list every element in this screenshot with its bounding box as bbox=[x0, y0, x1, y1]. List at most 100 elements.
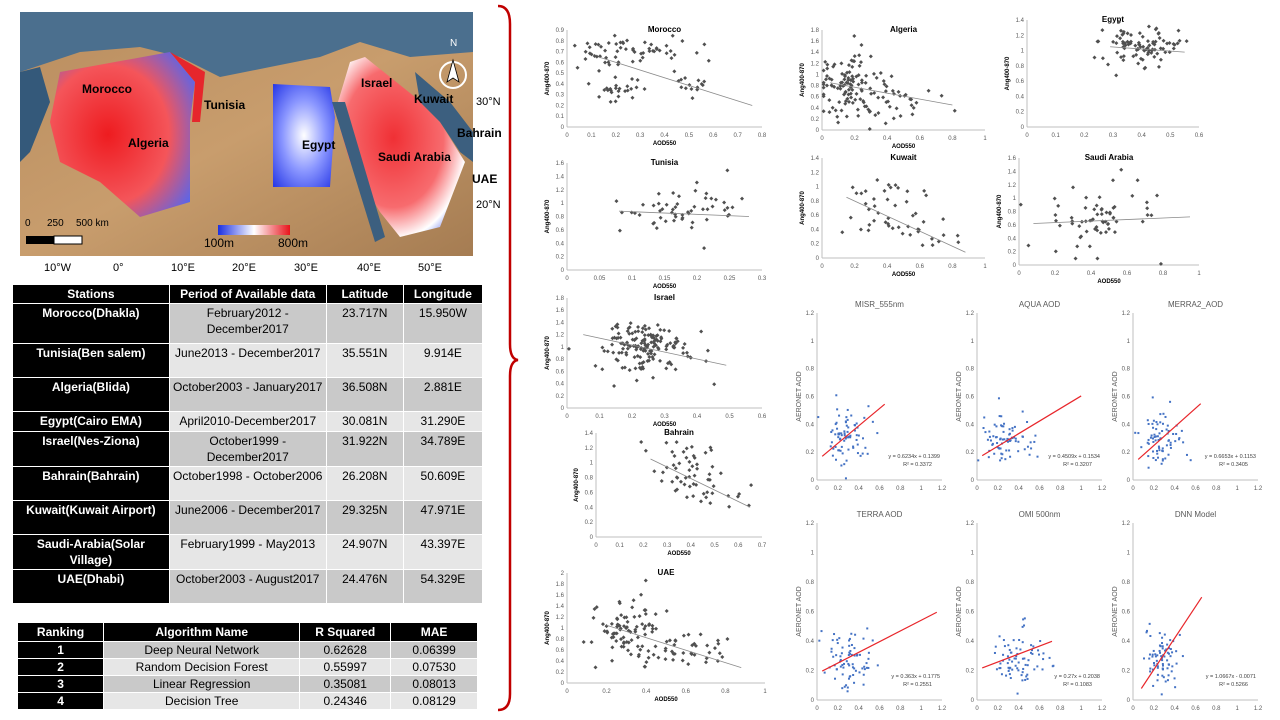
data-point bbox=[984, 431, 987, 434]
data-point bbox=[1008, 449, 1011, 452]
data-point bbox=[1121, 54, 1126, 59]
data-point bbox=[1033, 440, 1036, 443]
data-point bbox=[868, 109, 873, 114]
data-point bbox=[1137, 42, 1142, 47]
data-point bbox=[659, 335, 664, 340]
period-cell: February1999 - May2013 bbox=[168, 534, 327, 570]
data-point bbox=[1151, 396, 1154, 399]
station-cell: Morocco(Dhakla) bbox=[12, 303, 170, 344]
data-point bbox=[839, 437, 842, 440]
data-point bbox=[645, 344, 650, 349]
data-point bbox=[845, 684, 848, 687]
data-point bbox=[644, 660, 649, 665]
y-tick-label: 0.2 bbox=[1122, 669, 1131, 675]
data-point bbox=[817, 416, 820, 419]
x-tick-label: 0.6 bbox=[734, 543, 743, 549]
data-point bbox=[829, 83, 834, 88]
chart-kuwait: 0 0.2 0.4 0.6 0.8 100.20.40.60.811.21.4 Kuwait… bbox=[800, 153, 987, 278]
data-point bbox=[838, 80, 843, 85]
data-point bbox=[1156, 662, 1159, 665]
data-point bbox=[628, 630, 633, 635]
data-point bbox=[866, 627, 869, 630]
data-point bbox=[722, 208, 727, 213]
data-point bbox=[1143, 65, 1148, 70]
data-point bbox=[636, 654, 641, 659]
data-point bbox=[856, 653, 859, 656]
data-point bbox=[1142, 66, 1147, 71]
data-point bbox=[988, 430, 991, 433]
data-point bbox=[653, 644, 658, 649]
data-point bbox=[593, 665, 598, 670]
data-point bbox=[1031, 652, 1034, 655]
data-point bbox=[680, 215, 685, 220]
data-point bbox=[593, 363, 598, 368]
data-point bbox=[1147, 466, 1150, 469]
x-tick-label: 0.4 bbox=[1170, 706, 1179, 712]
data-point bbox=[1166, 679, 1169, 682]
data-point bbox=[1158, 649, 1161, 652]
data-point bbox=[884, 100, 889, 105]
data-point bbox=[858, 671, 861, 674]
data-point bbox=[1083, 219, 1088, 224]
data-point bbox=[614, 336, 619, 341]
data-point bbox=[1099, 207, 1104, 212]
data-point bbox=[1121, 41, 1126, 46]
mae-cell: 0.06399 bbox=[390, 641, 478, 659]
data-point bbox=[1161, 667, 1164, 670]
data-point bbox=[1167, 439, 1170, 442]
data-point bbox=[832, 447, 835, 450]
lon-tick: 50°E bbox=[418, 262, 442, 274]
data-point bbox=[605, 629, 610, 634]
data-point bbox=[1134, 52, 1139, 57]
data-point bbox=[848, 85, 853, 90]
data-point bbox=[635, 354, 640, 359]
data-point bbox=[1007, 438, 1010, 441]
data-point bbox=[639, 592, 644, 597]
data-point bbox=[1090, 217, 1095, 222]
data-point bbox=[606, 41, 611, 46]
data-point bbox=[641, 348, 646, 353]
data-point bbox=[1172, 432, 1175, 435]
ranking-table: Ranking Algorithm Name R Squared MAE 1 De… bbox=[16, 622, 478, 710]
data-point bbox=[834, 445, 837, 448]
table-row: Israel(Nes-Ziona) October1999 - December2… bbox=[12, 431, 484, 467]
x-tick-label: 1.2 bbox=[938, 706, 947, 712]
y-tick-label: 0.8 bbox=[556, 357, 565, 363]
header-period: Period of Available data bbox=[168, 284, 327, 304]
data-point bbox=[671, 651, 676, 656]
data-point bbox=[667, 360, 672, 365]
data-point bbox=[665, 361, 670, 366]
data-point bbox=[631, 598, 636, 603]
data-point bbox=[692, 641, 697, 646]
x-axis-label: AOD550 bbox=[892, 272, 916, 278]
data-point bbox=[615, 624, 620, 629]
data-point bbox=[1131, 54, 1136, 59]
data-point bbox=[641, 366, 646, 371]
data-point bbox=[859, 80, 864, 85]
data-point bbox=[722, 200, 727, 205]
chart-terra-aod: 0 0.2 0.4 0.6 0.8 1 1.200.20.40.60.811.2TERRA … bbox=[796, 510, 947, 712]
y-tick-label: 0.8 bbox=[806, 580, 815, 586]
data-point bbox=[1155, 193, 1160, 198]
data-point bbox=[839, 108, 844, 113]
y-tick-label: 0.2 bbox=[811, 117, 820, 123]
data-point bbox=[626, 326, 631, 331]
data-point bbox=[614, 631, 619, 636]
data-point bbox=[1014, 664, 1017, 667]
data-point bbox=[640, 365, 645, 370]
lon-tick: 0° bbox=[113, 262, 124, 274]
trend-line bbox=[598, 56, 753, 106]
longitude-cell: 54.329E bbox=[402, 569, 484, 604]
data-point bbox=[1171, 651, 1174, 654]
data-point bbox=[840, 432, 843, 435]
chart-title: MISR_555nm bbox=[855, 300, 904, 309]
data-point bbox=[1184, 39, 1189, 44]
r-squared-cell: 0.62628 bbox=[299, 641, 392, 659]
data-point bbox=[627, 325, 632, 330]
data-point bbox=[859, 78, 864, 83]
y-tick-label: 0.2 bbox=[806, 669, 815, 675]
data-point bbox=[838, 414, 841, 417]
data-point bbox=[676, 194, 681, 199]
data-point bbox=[670, 449, 675, 454]
data-point bbox=[623, 89, 628, 94]
